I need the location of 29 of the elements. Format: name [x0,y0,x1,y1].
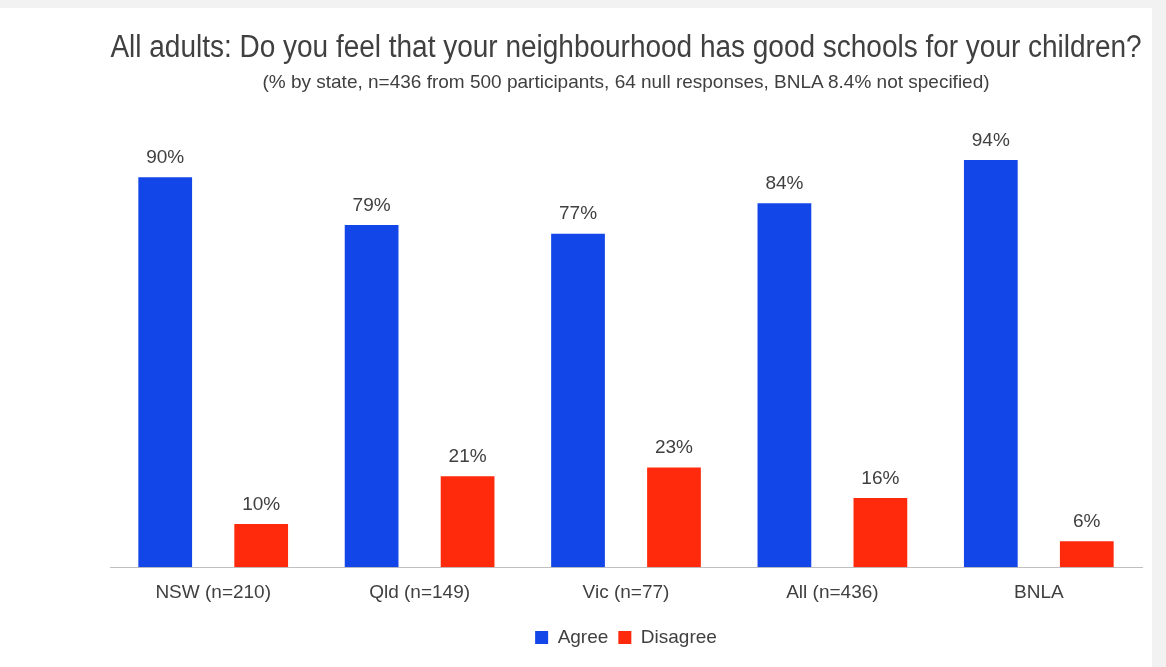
chart-subtitle: (% by state, n=436 from 500 participants, 64 null responses, BNLA 8.4% not specified) [262,70,990,92]
x-tick-label: All (n=436) [786,580,879,602]
x-tick-label: NSW (n=210) [155,580,272,602]
x-tick-label: BNLA [1013,580,1064,602]
data-label: 21% [448,444,487,466]
bar [1059,541,1114,568]
chart-title: All adults: Do you feel that your neighbourhood has good schools for your children? [110,28,1142,64]
data-label: 10% [242,492,281,514]
data-label: 23% [654,436,694,458]
legend-label: Disagree [640,625,717,647]
bar [440,476,495,568]
data-label: 16% [861,466,900,488]
legend-label: Agree [557,625,609,647]
data-label: 94% [971,128,1010,150]
data-label: 6% [1073,509,1101,531]
x-tick-label: Vic (n=77) [582,580,670,602]
data-label: 84% [765,172,804,194]
x-tick-label: Qld (n=149) [369,580,471,602]
bar [234,523,289,568]
bar [963,159,1018,568]
data-label: 79% [352,193,391,215]
bar [853,497,908,568]
data-label: 77% [559,202,598,224]
bar [344,224,399,568]
bar [647,467,701,568]
bar [551,233,605,568]
bar [138,177,193,568]
bar [757,203,812,568]
data-label: 90% [146,146,185,168]
